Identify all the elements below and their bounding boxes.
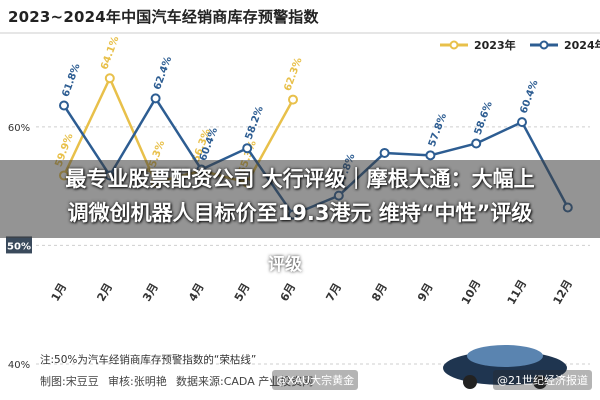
watermark-left: @XAU大宗黄金 bbox=[272, 370, 359, 390]
data-point bbox=[471, 138, 482, 149]
data-label: 64.1% bbox=[99, 35, 121, 71]
credit-source: 数据来源:CADA 产业投资网 bbox=[176, 375, 314, 388]
data-label: 60.4% bbox=[518, 79, 540, 115]
legend-label: 2024年 bbox=[564, 38, 600, 52]
threshold-tick-box bbox=[6, 236, 32, 254]
data-point bbox=[104, 73, 115, 84]
legend-marker bbox=[449, 40, 459, 50]
x-tick-label: 9月 bbox=[415, 281, 436, 304]
x-tick-label: 10月 bbox=[459, 278, 483, 307]
x-tick-label: 1月 bbox=[49, 281, 70, 304]
credit-reviewer: 审核:张明艳 bbox=[108, 375, 167, 388]
x-tick-label: 11月 bbox=[505, 278, 529, 307]
data-point bbox=[288, 94, 298, 105]
x-tick-label: 4月 bbox=[186, 281, 207, 304]
car-roof bbox=[467, 345, 543, 367]
legend-label: 2023年 bbox=[474, 38, 516, 52]
y-tick-label: 40% bbox=[8, 360, 30, 371]
data-label: 58.6% bbox=[473, 100, 495, 136]
x-tick-label: 7月 bbox=[323, 281, 344, 304]
data-point bbox=[517, 117, 527, 128]
data-label: 61.8% bbox=[60, 62, 82, 98]
chart-title: 2023~2024年中国汽车经销商库存预警指数 bbox=[8, 8, 319, 26]
legend-marker bbox=[539, 40, 549, 50]
x-tick-label: 3月 bbox=[140, 281, 161, 304]
title-rule bbox=[0, 32, 600, 34]
data-point bbox=[242, 143, 253, 154]
data-point bbox=[150, 93, 161, 104]
data-point bbox=[379, 147, 390, 158]
credit-editor: 制图:宋豆豆 bbox=[40, 375, 99, 388]
watermark-right: @21世纪经济报道 bbox=[493, 370, 592, 390]
data-label: 62.4% bbox=[152, 55, 174, 91]
x-tick-label: 2月 bbox=[94, 281, 115, 304]
headline-line-2: 调微创机器人目标价至19.3港元 维持“中性”评级 bbox=[67, 201, 533, 225]
data-label: 62.3% bbox=[282, 56, 304, 92]
data-point bbox=[59, 100, 69, 111]
x-tick-label: 8月 bbox=[369, 281, 390, 304]
footnote: 注:50%为汽车经销商库存预警指数的“荣枯线” bbox=[40, 354, 257, 366]
headline-line-3: 评级 bbox=[268, 255, 302, 275]
x-tick-label: 12月 bbox=[551, 278, 575, 307]
headline-band bbox=[0, 160, 600, 238]
headline-overlay: 最专业股票配资公司 大行评级｜摩根大通：大幅上 调微创机器人目标价至19.3港元… bbox=[0, 162, 600, 230]
data-label: 58.2% bbox=[244, 105, 266, 141]
data-label: 57.8% bbox=[427, 112, 449, 148]
data-point bbox=[425, 150, 436, 161]
y-tick-label: 50% bbox=[7, 241, 31, 252]
y-tick-label: 60% bbox=[8, 123, 30, 134]
car-wheel-front bbox=[463, 375, 477, 389]
car-wheel-rear bbox=[533, 375, 547, 389]
x-tick-label: 6月 bbox=[278, 281, 299, 304]
headline-line-1: 最专业股票配资公司 大行评级｜摩根大通：大幅上 bbox=[65, 167, 535, 191]
x-tick-label: 5月 bbox=[232, 281, 253, 304]
